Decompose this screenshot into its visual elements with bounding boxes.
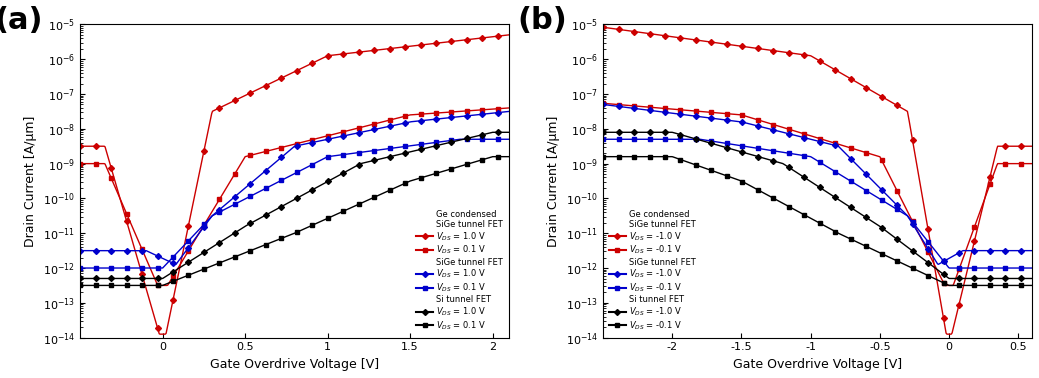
X-axis label: Gate Overdrive Voltage [V]: Gate Overdrive Voltage [V] (734, 358, 902, 371)
Legend: Ge condensed, SiGe tunnel FET, $V_{DS}$ = 1.0 V, $V_{DS}$ = 0.1 V, SiGe tunnel F: Ge condensed, SiGe tunnel FET, $V_{DS}$ … (415, 208, 505, 333)
Legend: Ge condensed, SiGe tunnel FET, $V_{DS}$ = -1.0 V, $V_{DS}$ = -0.1 V, SiGe tunnel: Ge condensed, SiGe tunnel FET, $V_{DS}$ … (607, 208, 697, 333)
Text: (a): (a) (0, 6, 43, 35)
Text: (b): (b) (517, 6, 567, 35)
Y-axis label: Drain Current [A/μm]: Drain Current [A/μm] (548, 115, 560, 247)
X-axis label: Gate Overdrive Voltage [V]: Gate Overdrive Voltage [V] (210, 358, 379, 371)
Y-axis label: Drain Current [A/μm]: Drain Current [A/μm] (25, 115, 37, 247)
